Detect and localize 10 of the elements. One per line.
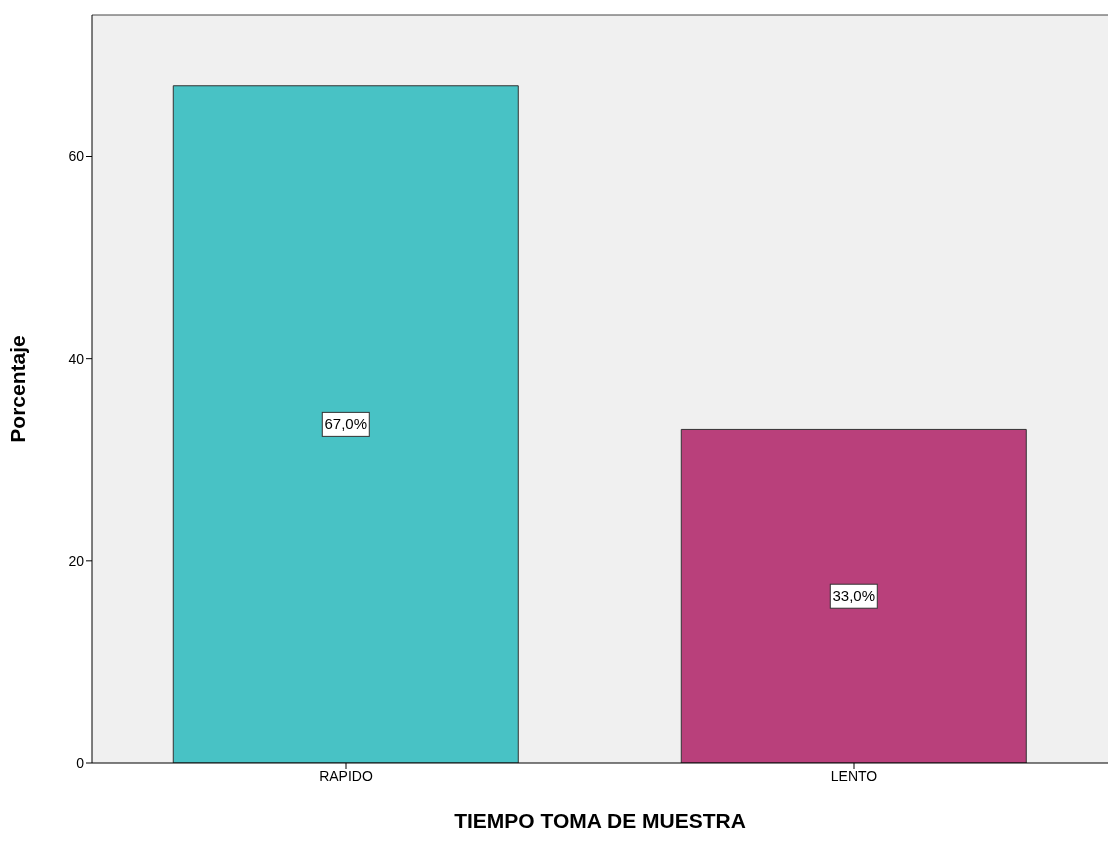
- y-axis-title: Porcentaje: [6, 335, 30, 443]
- data-label: 33,0%: [832, 587, 876, 605]
- y-tick-label: 40: [68, 350, 85, 367]
- x-tick-label: LENTO: [830, 767, 878, 784]
- x-axis-title: TIEMPO TOMA DE MUESTRA: [454, 809, 746, 832]
- y-tick-label: 20: [68, 552, 85, 569]
- y-tick-label: 60: [68, 148, 85, 165]
- data-label: 67,0%: [324, 415, 368, 433]
- x-tick-label: RAPIDO: [319, 767, 373, 784]
- y-tick-label: 0: [76, 754, 85, 771]
